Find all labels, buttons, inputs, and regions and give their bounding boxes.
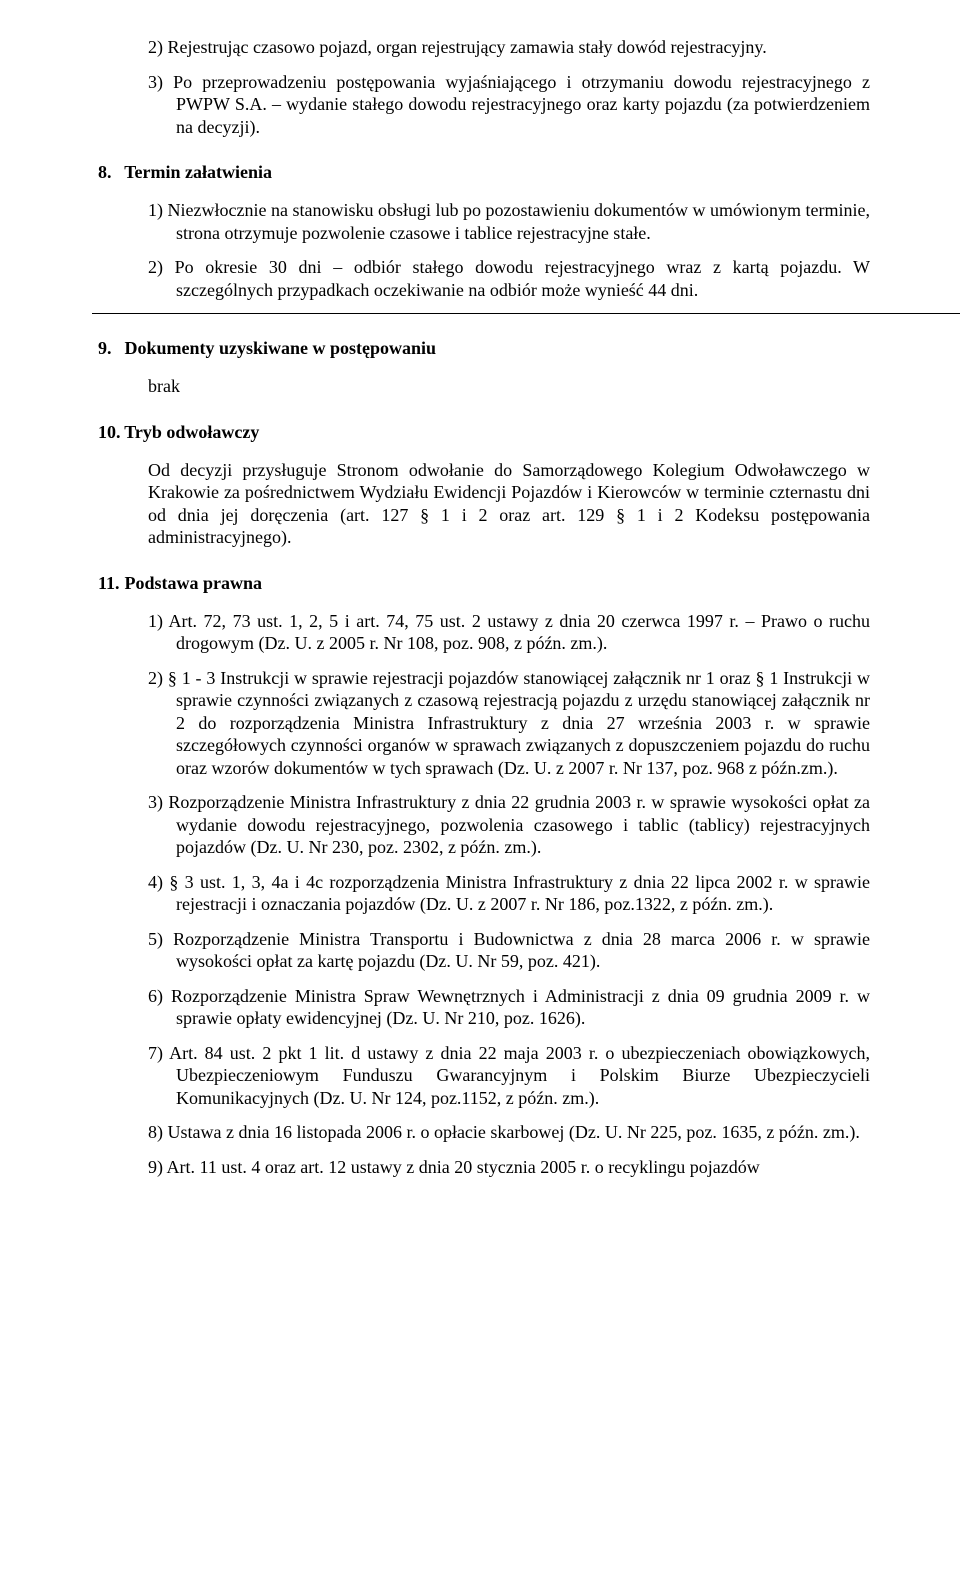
top-list-item-3: 3) Po przeprowadzeniu postępowania wyjaś… [120, 71, 870, 139]
section-8-item-1: 1) Niezwłocznie na stanowisku obsługi lu… [120, 199, 870, 244]
document-page: 2) Rejestrując czasowo pojazd, organ rej… [0, 0, 960, 1569]
section-11-item-6: 6) Rozporządzenie Ministra Spraw Wewnętr… [120, 985, 870, 1030]
section-10-number: 10. [98, 422, 120, 443]
section-10-title: Tryb odwoławczy [124, 422, 259, 442]
section-9-heading: 9. Dokumenty uzyskiwane w postępowaniu [98, 338, 870, 359]
section-8-title: Termin załatwienia [124, 162, 272, 182]
section-10-heading: 10. Tryb odwoławczy [98, 422, 870, 443]
section-divider [92, 313, 960, 314]
section-11-item-5: 5) Rozporządzenie Ministra Transportu i … [120, 928, 870, 973]
section-11-item-2: 2) § 1 - 3 Instrukcji w sprawie rejestra… [120, 667, 870, 780]
section-11-heading: 11. Podstawa prawna [98, 573, 870, 594]
section-11-title: Podstawa prawna [125, 573, 263, 593]
section-11-item-8: 8) Ustawa z dnia 16 listopada 2006 r. o … [120, 1121, 870, 1144]
section-11-item-1: 1) Art. 72, 73 ust. 1, 2, 5 i art. 74, 7… [120, 610, 870, 655]
section-11-number: 11. [98, 573, 120, 594]
divider-wrap [92, 313, 960, 314]
section-9-number: 9. [98, 338, 120, 359]
section-9-title: Dokumenty uzyskiwane w postępowaniu [125, 338, 437, 358]
section-11-item-4: 4) § 3 ust. 1, 3, 4a i 4c rozporządzenia… [120, 871, 870, 916]
section-11-item-3: 3) Rozporządzenie Ministra Infrastruktur… [120, 791, 870, 859]
section-8-heading: 8. Termin załatwienia [98, 162, 870, 183]
section-8-number: 8. [98, 162, 120, 183]
section-11-item-9: 9) Art. 11 ust. 4 oraz art. 12 ustawy z … [120, 1156, 870, 1179]
top-list-item-2: 2) Rejestrując czasowo pojazd, organ rej… [120, 36, 870, 59]
section-8-item-2: 2) Po okresie 30 dni – odbiór stałego do… [120, 256, 870, 301]
section-10-body: Od decyzji przysługuje Stronom odwołanie… [120, 459, 870, 549]
section-11-item-7: 7) Art. 84 ust. 2 pkt 1 lit. d ustawy z … [120, 1042, 870, 1110]
section-9-body: brak [120, 375, 870, 398]
